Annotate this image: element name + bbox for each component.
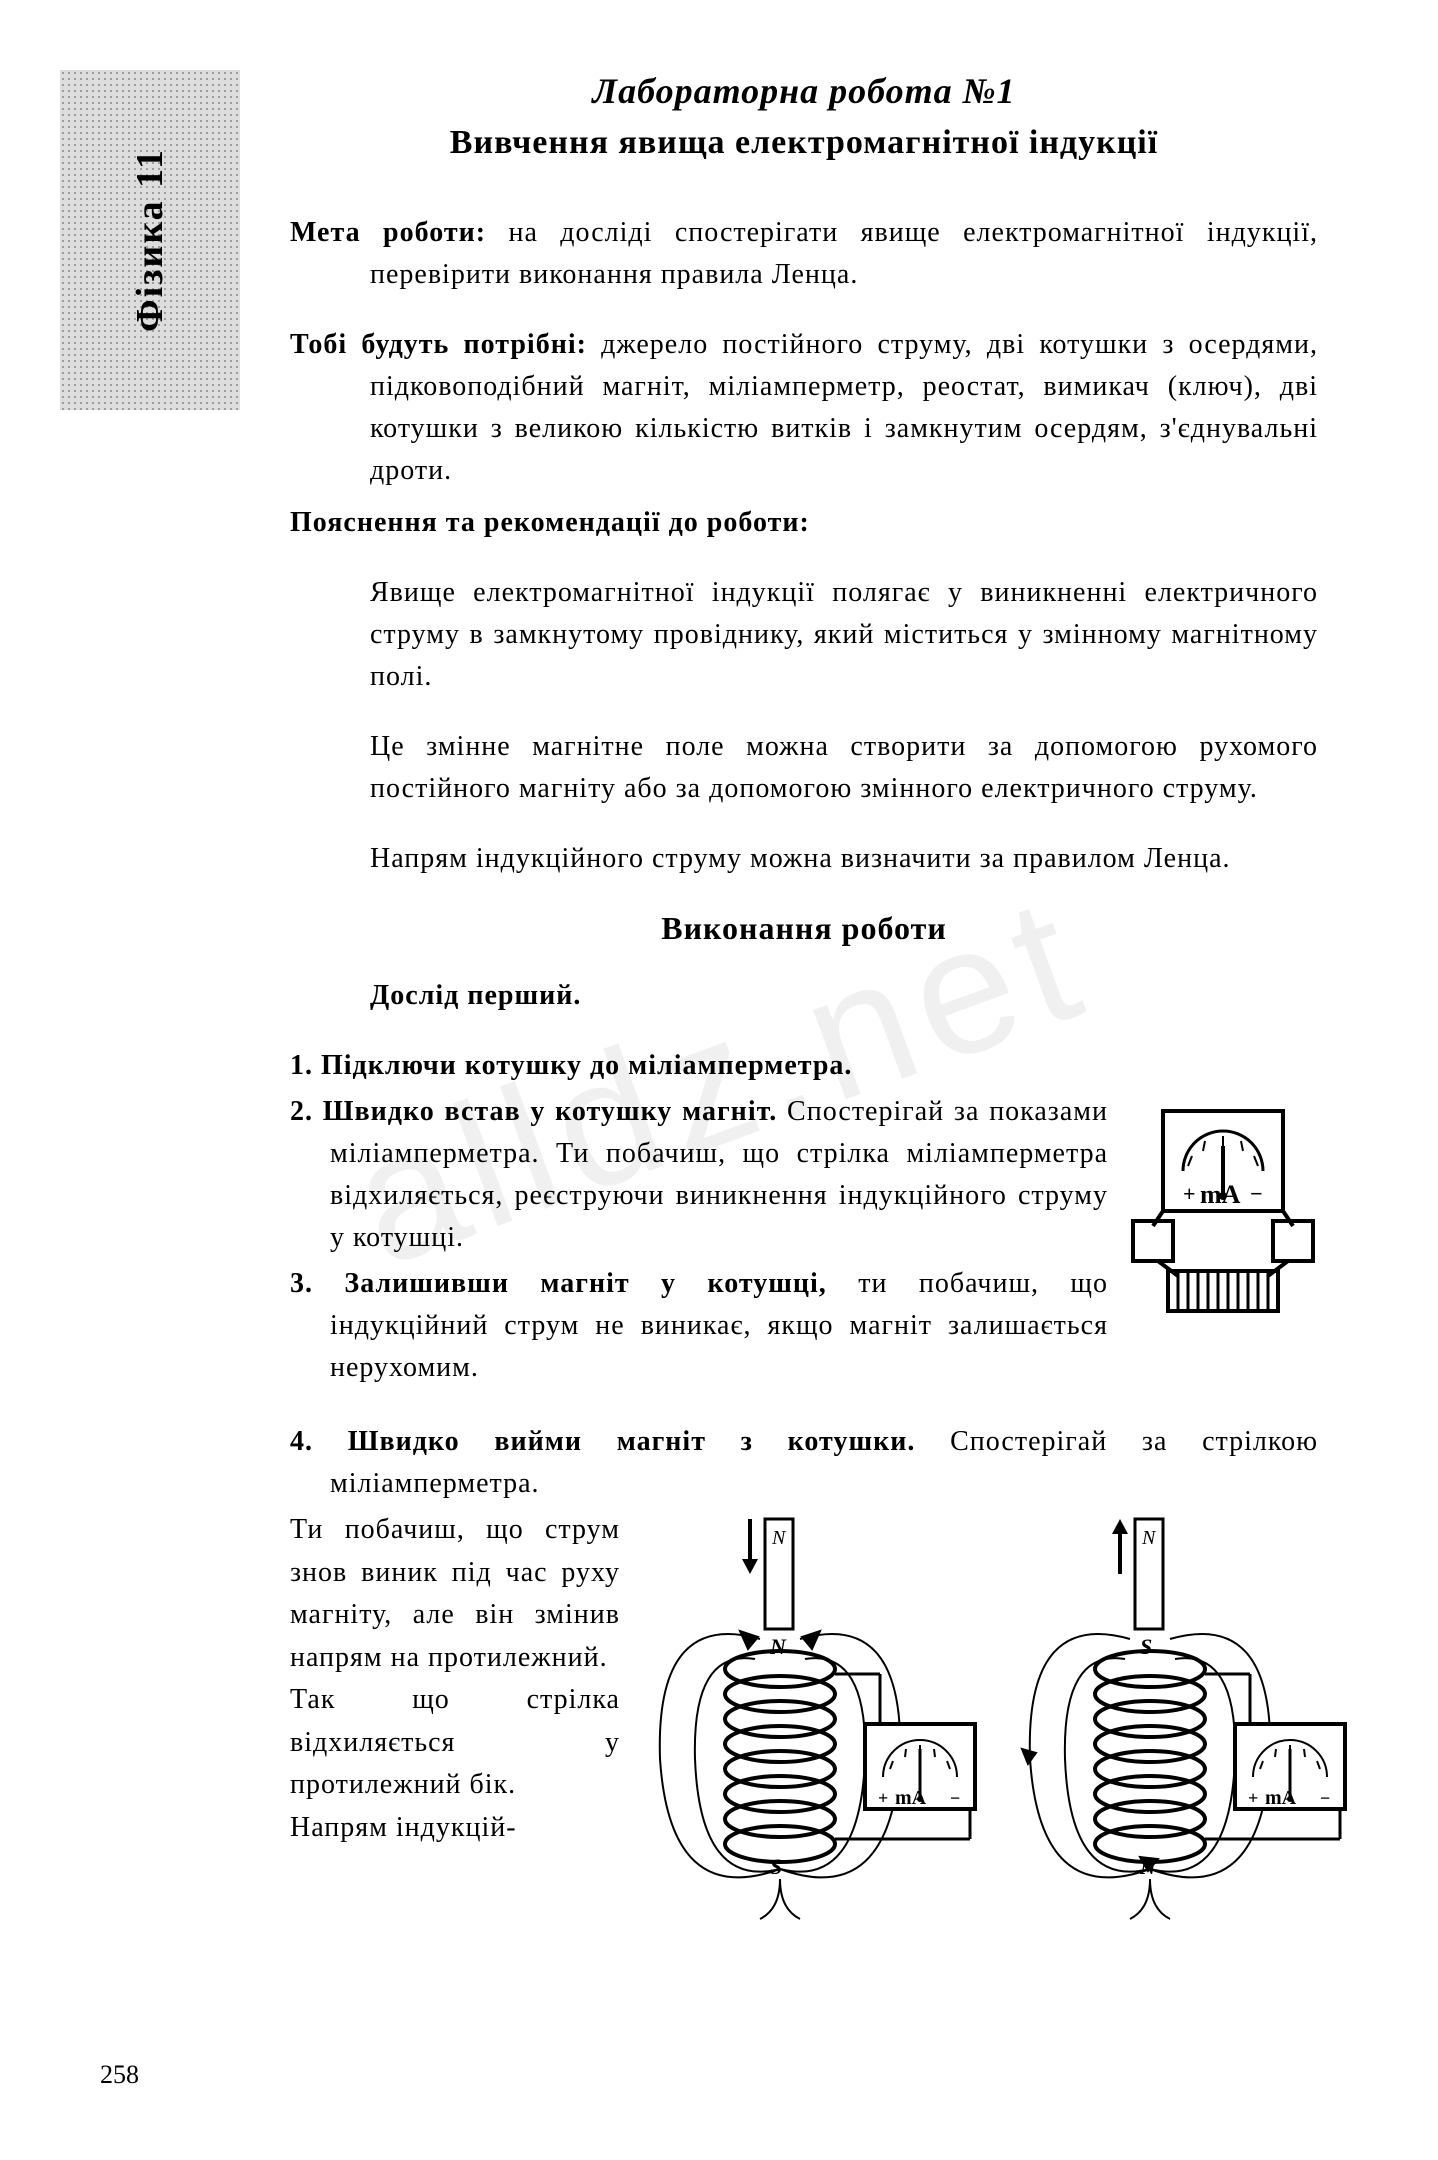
svg-text:N: N bbox=[1141, 1527, 1157, 1549]
experiment-1-label: Дослід перший. bbox=[290, 975, 1318, 1017]
step-1: 1. Підключи котушку до міліамперметра. bbox=[290, 1045, 1318, 1087]
explain-p2: Це змінне магнітне поле можна створити з… bbox=[290, 726, 1318, 810]
explain-heading: Пояснення та рекомендації до роботи: bbox=[290, 502, 1318, 544]
execution-heading: Виконання роботи bbox=[290, 910, 1318, 947]
milliammeter-icon: + mA − bbox=[1128, 1101, 1318, 1321]
svg-text:mA: mA bbox=[1200, 1180, 1241, 1209]
svg-text:N: N bbox=[769, 1634, 787, 1659]
coil-remove-icon: N S N bbox=[1010, 1509, 1350, 1929]
svg-text:−: − bbox=[1250, 1181, 1263, 1206]
explain-p3: Напрям індукційного струму можна визначи… bbox=[290, 838, 1318, 880]
svg-text:mA: mA bbox=[895, 1787, 927, 1809]
meta-text: на досліді спостерігати явище електромаг… bbox=[370, 217, 1318, 290]
explain-p1: Явище електромагнітної індукції полягає … bbox=[290, 572, 1318, 698]
svg-text:S: S bbox=[1140, 1634, 1152, 1659]
lab-title: Лабораторна робота №1 bbox=[290, 70, 1318, 112]
step-4-wrap-text: Ти побачиш, що струм знов виник під час … bbox=[290, 1509, 620, 1849]
step-4: 4. Швидко вийми магніт з котушки. Спосте… bbox=[290, 1421, 1318, 1505]
side-tab-label: Фізика 11 bbox=[128, 148, 172, 332]
milliammeter-figure: + mA − bbox=[1128, 1101, 1318, 1326]
page-number: 258 bbox=[100, 2060, 139, 2090]
svg-text:+: + bbox=[878, 1788, 888, 1808]
need-para: Тобі будуть потрібні: джерело постійного… bbox=[290, 324, 1318, 492]
content: Лабораторна робота №1 Вивчення явища еле… bbox=[290, 70, 1318, 1929]
svg-text:−: − bbox=[950, 1788, 960, 1808]
step-2-3-text: 2. Швидко встав у котушку магніт. Спосте… bbox=[290, 1091, 1108, 1393]
svg-text:+: + bbox=[1183, 1181, 1196, 1206]
step-2-3-block: 2. Швидко встав у котушку магніт. Спосте… bbox=[290, 1091, 1318, 1393]
meta-label: Мета роботи: bbox=[290, 217, 486, 248]
page: Фізика 11 alldz.net Лабораторна робота №… bbox=[0, 0, 1438, 2160]
side-tab: Фізика 11 bbox=[60, 70, 240, 410]
step-4-wrap: Ти побачиш, що струм знов виник під час … bbox=[290, 1509, 1318, 1929]
lab-subtitle: Вивчення явища електромагнітної індукції bbox=[290, 124, 1318, 162]
svg-text:mA: mA bbox=[1265, 1787, 1297, 1809]
coil-insert-icon: N N S bbox=[640, 1509, 980, 1929]
svg-text:S: S bbox=[770, 1854, 782, 1879]
svg-text:−: − bbox=[1320, 1788, 1330, 1808]
svg-text:+: + bbox=[1248, 1788, 1258, 1808]
explain-label: Пояснення та рекомендації до роботи: bbox=[290, 507, 810, 538]
need-label: Тобі будуть потрібні: bbox=[290, 329, 587, 360]
coil-figures: N N S bbox=[640, 1509, 1350, 1929]
svg-text:N: N bbox=[771, 1527, 787, 1549]
meta-para: Мета роботи: на досліді спостерігати яви… bbox=[290, 212, 1318, 296]
